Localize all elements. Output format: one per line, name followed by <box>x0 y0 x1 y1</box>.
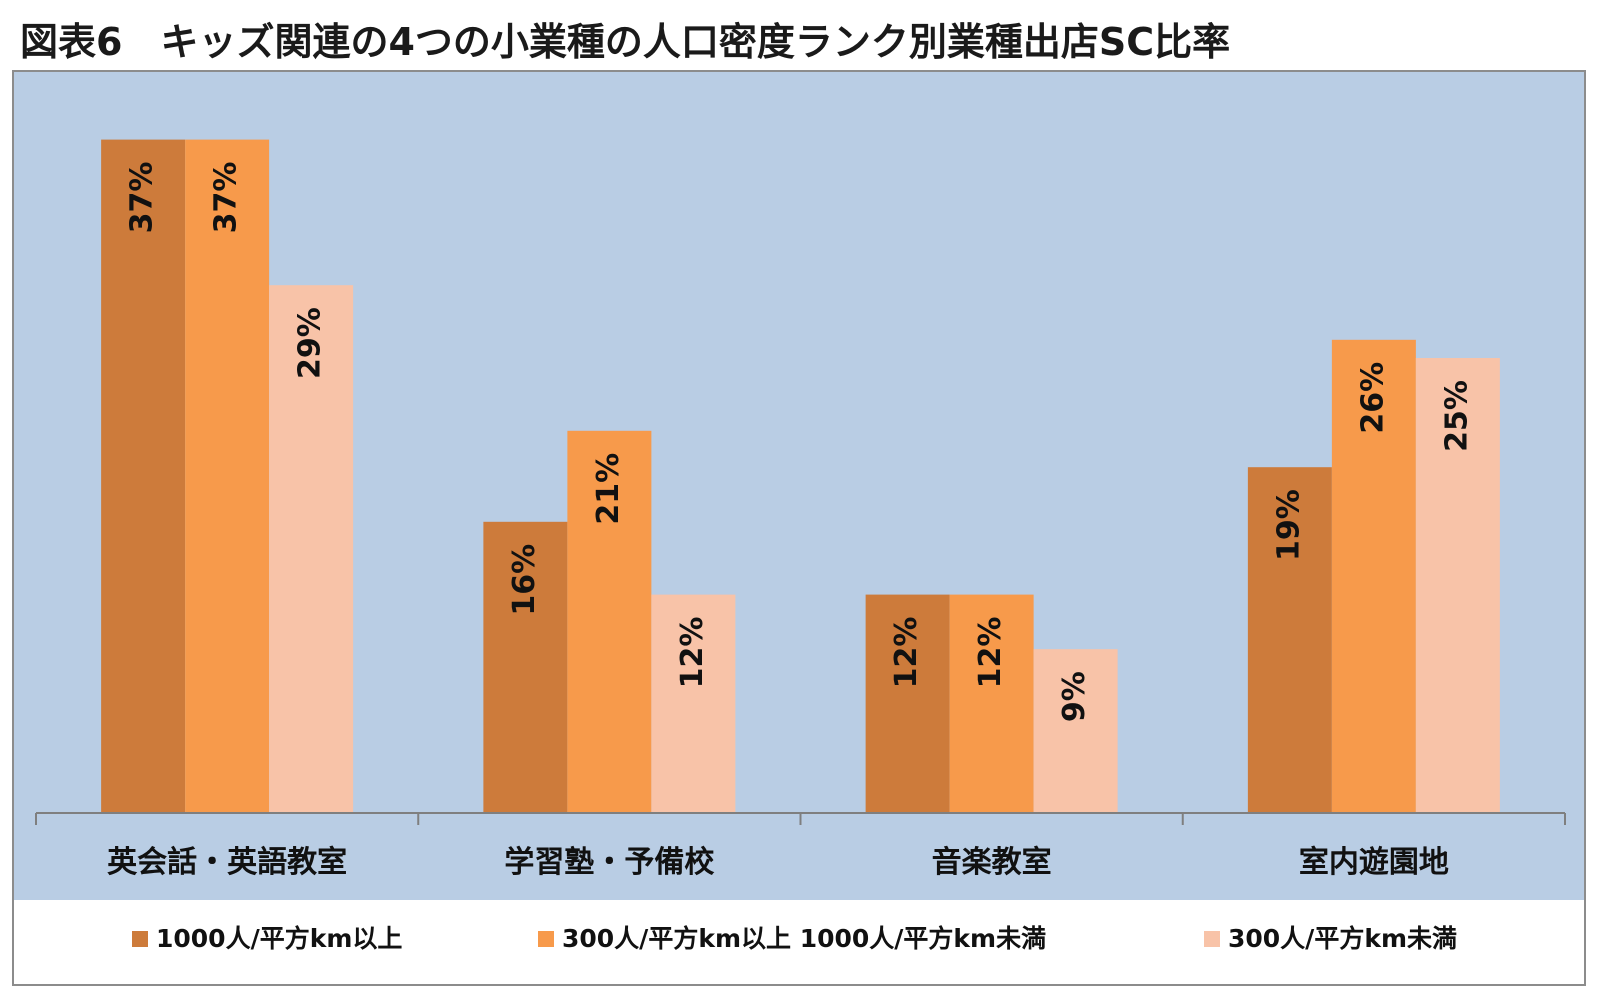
bar-data-label: 16% <box>507 544 542 616</box>
bar-data-label: 12% <box>889 617 924 689</box>
bar <box>101 139 186 814</box>
bar-data-label: 37% <box>209 162 244 234</box>
bar <box>865 594 950 813</box>
legend-swatch <box>1204 931 1220 947</box>
bar <box>185 139 270 814</box>
legend-label: 300人/平方km以上 1000人/平方km未満 <box>562 924 1046 953</box>
bar <box>483 521 568 813</box>
bar-data-label: 21% <box>591 453 626 525</box>
bar <box>1331 339 1416 813</box>
bar <box>269 285 354 813</box>
bar-data-label: 29% <box>293 307 328 379</box>
bar <box>1033 649 1118 813</box>
legend-label: 1000人/平方km以上 <box>156 924 402 953</box>
legend-swatch <box>538 931 554 947</box>
chart-title: 図表6 キッズ関連の4つの小業種の人口密度ランク別業種出店SC比率 <box>20 20 1231 64</box>
bar-data-label: 9% <box>1057 671 1092 722</box>
bar-data-label: 25% <box>1439 380 1474 452</box>
bar <box>1247 467 1332 813</box>
category-label: 英会話・英語教室 <box>107 845 347 880</box>
bar <box>949 594 1034 813</box>
category-label: 室内遊園地 <box>1299 845 1449 880</box>
bar-data-label: 19% <box>1271 489 1306 561</box>
bar-data-label: 26% <box>1355 362 1390 434</box>
legend-label: 300人/平方km未満 <box>1228 924 1457 953</box>
category-label: 音楽教室 <box>932 845 1052 880</box>
bar <box>1415 358 1500 813</box>
bar-data-label: 37% <box>125 162 160 234</box>
bar-data-label: 12% <box>675 617 710 689</box>
bar <box>651 594 736 813</box>
legend-swatch <box>132 931 148 947</box>
category-label: 学習塾・予備校 <box>504 845 714 880</box>
bar-data-label: 12% <box>973 617 1008 689</box>
bar <box>567 430 652 813</box>
